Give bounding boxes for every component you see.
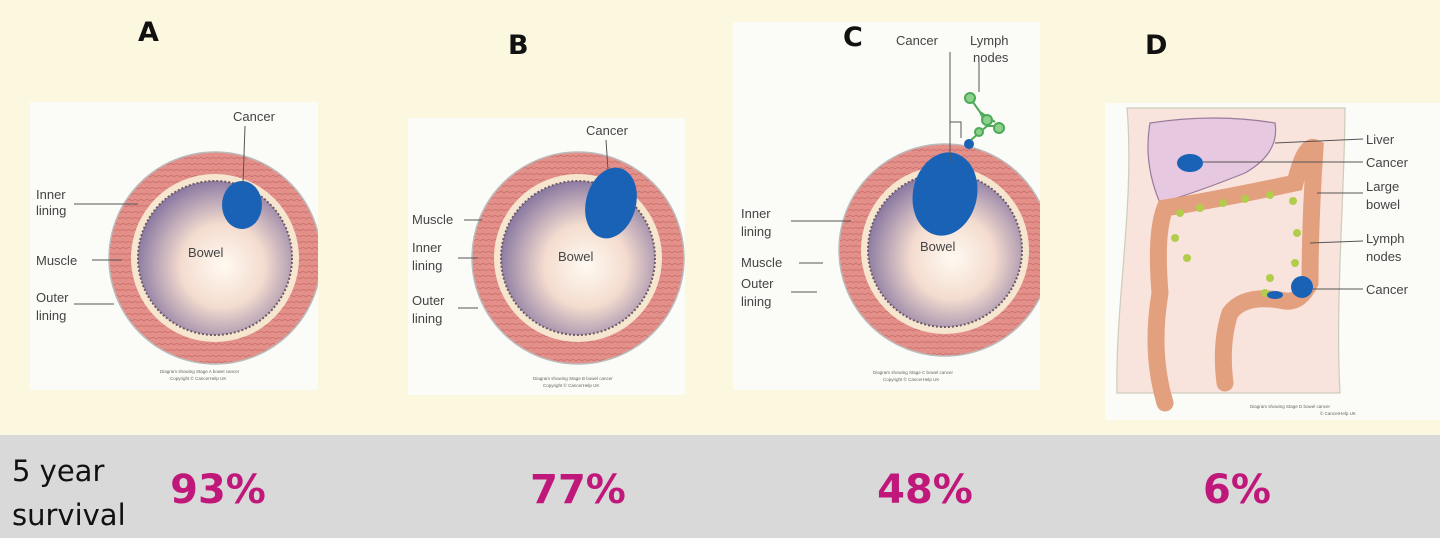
liver-cancer	[1177, 154, 1203, 172]
diagram-label: Copyright © CancerHelp UK	[883, 376, 939, 382]
survival-bar: 5 year survival 93% 77% 48% 6%	[0, 435, 1440, 538]
diagram-label: lining	[36, 203, 66, 218]
tumor	[912, 152, 978, 236]
diagram-label: Inner	[741, 206, 771, 221]
diagram-label: Diagram showing Stage B bowel cancer	[533, 376, 613, 381]
diagram-label: Cancer	[586, 123, 629, 138]
diagram-label: Bowel	[188, 245, 224, 260]
stage-d-diagram: Liver Cancer Large bowel Lymph nodes Can…	[1105, 103, 1440, 420]
diagram-label: Cancer	[896, 33, 939, 48]
diagram-label: © CancerHelp UK	[1320, 410, 1356, 416]
diagram-label: lining	[741, 294, 771, 309]
lymph-nodes	[1171, 191, 1301, 297]
diagram-label: Copyright © CancerHelp UK	[170, 375, 226, 381]
diagram-label: Cancer	[1366, 282, 1409, 297]
diagram-label: Muscle	[741, 255, 782, 270]
liver	[1147, 117, 1277, 204]
diagram-label: lining	[412, 258, 442, 273]
tumor	[222, 181, 262, 229]
diagram-label: Muscle	[36, 253, 77, 268]
survival-c: 48%	[877, 467, 973, 513]
diagram-label: nodes	[1366, 249, 1402, 264]
diagram-label: Diagram showing Stage C bowel cancer	[873, 370, 954, 375]
stage-c-diagram: Cancer Lymph nodes Inner lining Muscle O…	[733, 22, 1040, 390]
diagram-label: lining	[741, 224, 771, 239]
stage-d-letter: D	[1145, 30, 1168, 61]
diagram-label: bowel	[1366, 197, 1400, 212]
stage-a-letter: A	[138, 17, 159, 48]
large-bowel	[1147, 139, 1324, 412]
stage-b-letter: B	[508, 30, 529, 61]
stage-b-diagram: Cancer Muscle Inner lining Outer lining …	[408, 118, 685, 395]
survival-label-line2: survival	[12, 498, 126, 532]
diagram-label: Diagram showing Stage D bowel cancer	[1250, 404, 1331, 409]
stage-a-diagram: Cancer Inner lining Muscle Outer lining …	[30, 102, 318, 390]
diagram-label: Outer	[412, 293, 445, 308]
bowel-cancer	[1291, 276, 1313, 298]
diagram-label: Inner	[412, 240, 442, 255]
diagram-label: Large	[1366, 179, 1399, 194]
diagram-label: Bowel	[558, 249, 594, 264]
diagram-label: lining	[36, 308, 66, 323]
diagram-label: Muscle	[412, 212, 453, 227]
diagram-label: Copyright © CancerHelp UK	[543, 382, 599, 388]
diagram-label: Inner	[36, 187, 66, 202]
survival-b: 77%	[530, 467, 626, 513]
survival-d: 6%	[1203, 467, 1271, 513]
survival-label: 5 year survival	[12, 449, 126, 537]
lymph-nodes	[964, 92, 1005, 141]
diagram-label: Outer	[741, 276, 774, 291]
diagram-label: nodes	[973, 50, 1009, 65]
diagram-label: Cancer	[233, 109, 276, 124]
survival-a: 93%	[170, 467, 266, 513]
diagram-label: Bowel	[920, 239, 956, 254]
diagram-label: lining	[412, 311, 442, 326]
diagram-label: Outer	[36, 290, 69, 305]
diagram-label: Lymph	[1366, 231, 1405, 246]
tumor	[585, 167, 637, 239]
diagram-label: Liver	[1366, 132, 1395, 147]
stage-c-letter: C	[843, 22, 863, 53]
survival-label-line1: 5 year	[12, 454, 105, 488]
diagram-label: Lymph	[970, 33, 1009, 48]
lymph-node-cancer	[964, 139, 974, 149]
diagram-label: Cancer	[1366, 155, 1409, 170]
diagram-label: Diagram showing Stage A bowel cancer	[160, 369, 240, 374]
